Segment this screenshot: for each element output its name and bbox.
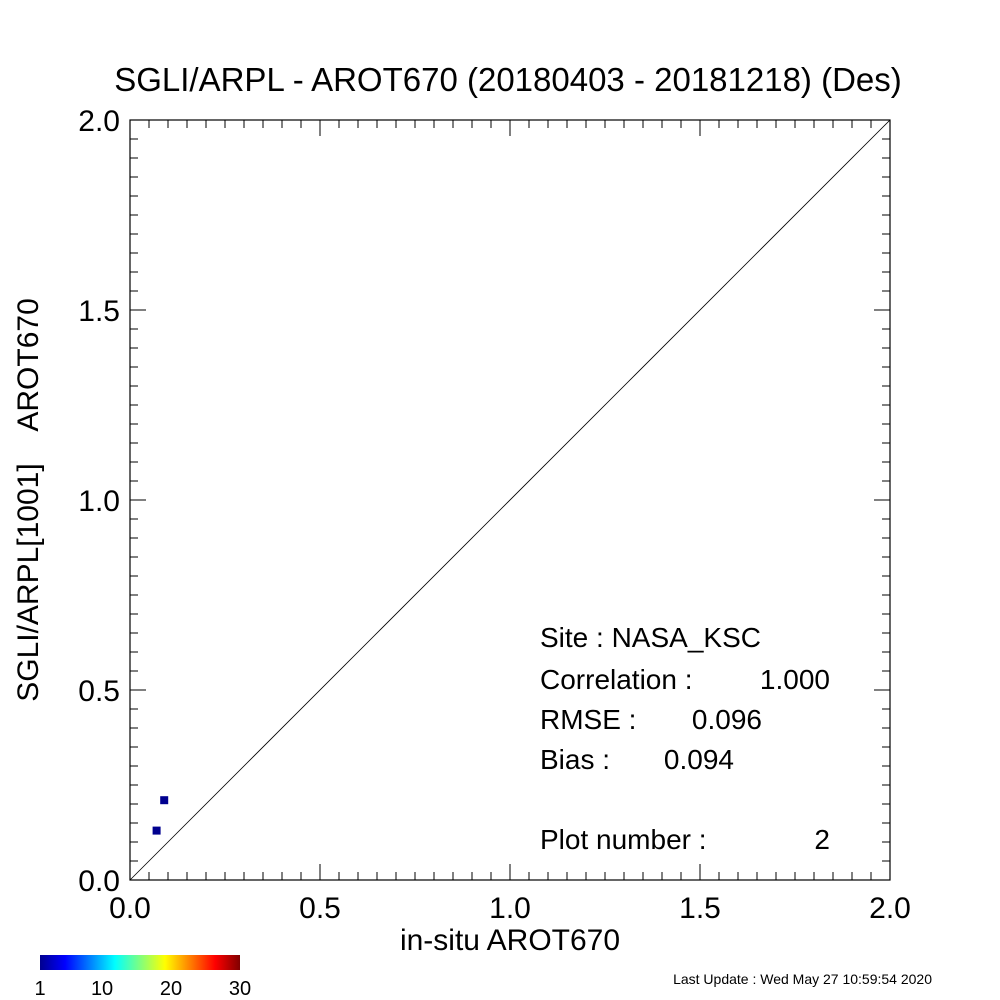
x-axis-label: in-situ AROT670 [400, 924, 620, 957]
y-tick-label: 1.0 [78, 485, 120, 518]
colorbar [40, 955, 240, 970]
stats-bias-value: 0.094 [664, 744, 734, 775]
colorbar-label: 30 [229, 978, 251, 1000]
y-tick-labels: 0.0 0.5 1.0 1.5 2.0 [78, 105, 120, 898]
axis-ticks [130, 120, 890, 880]
stats-correlation-label: Correlation : [540, 664, 693, 695]
data-point [152, 826, 161, 835]
stats-box: Site : NASA_KSC Correlation : 1.000 RMSE… [540, 622, 830, 855]
stats-rmse-value: 0.096 [692, 704, 762, 735]
x-tick-label: 0.5 [299, 892, 341, 925]
colorbar-labels: 1 10 20 30 [34, 978, 251, 1000]
y-tick-label: 0.5 [78, 675, 120, 708]
colorbar-label: 20 [160, 978, 182, 1000]
x-tick-labels: 0.0 0.5 1.0 1.5 2.0 [109, 892, 911, 925]
colorbar-label: 1 [34, 978, 45, 1000]
stats-bias-label: Bias : [540, 744, 610, 775]
y-tick-label: 1.5 [78, 295, 120, 328]
one-to-one-line [129, 119, 891, 881]
x-tick-label: 1.0 [489, 892, 531, 925]
x-tick-label: 2.0 [869, 892, 911, 925]
chart-title: SGLI/ARPL - AROT670 (20180403 - 20181218… [114, 61, 902, 98]
stats-correlation-value: 1.000 [760, 664, 830, 695]
y-tick-label: 2.0 [78, 105, 120, 138]
last-update-text: Last Update : Wed May 27 10:59:54 2020 [673, 971, 932, 987]
data-points [152, 796, 169, 835]
stats-plot-number-label: Plot number : [540, 824, 707, 855]
stats-rmse-label: RMSE : [540, 704, 636, 735]
colorbar-label: 10 [91, 978, 113, 1000]
stats-site: Site : NASA_KSC [540, 622, 761, 653]
y-axis-label: SGLI/ARPL[1001] AROT670 [12, 298, 45, 702]
x-tick-label: 1.5 [679, 892, 721, 925]
x-tick-label: 0.0 [109, 892, 151, 925]
y-tick-label: 0.0 [78, 865, 120, 898]
data-point [160, 796, 169, 805]
stats-plot-number-value: 2 [814, 824, 830, 855]
